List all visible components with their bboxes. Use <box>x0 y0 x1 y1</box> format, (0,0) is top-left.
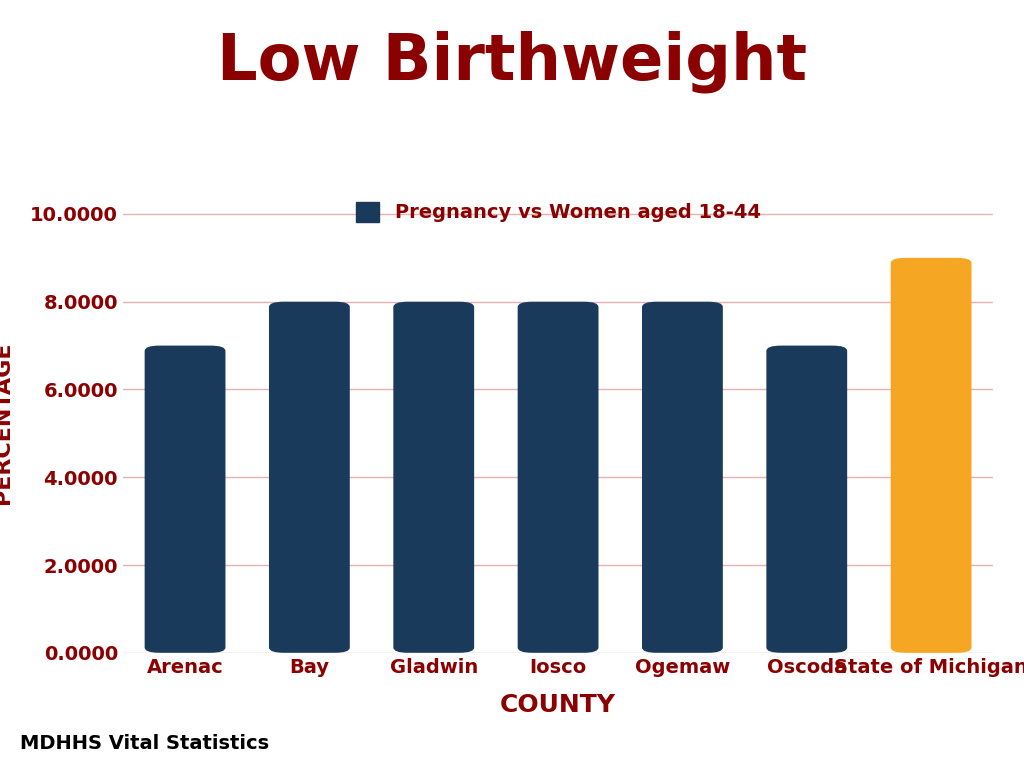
FancyBboxPatch shape <box>766 346 847 653</box>
Text: Low Birthweight: Low Birthweight <box>217 30 807 93</box>
FancyBboxPatch shape <box>518 302 598 653</box>
FancyBboxPatch shape <box>393 302 474 653</box>
FancyBboxPatch shape <box>642 302 723 653</box>
FancyBboxPatch shape <box>269 302 350 653</box>
Y-axis label: PERCENTAGE: PERCENTAGE <box>0 341 13 504</box>
Text: MDHHS Vital Statistics: MDHHS Vital Statistics <box>20 733 269 753</box>
X-axis label: COUNTY: COUNTY <box>500 694 616 717</box>
FancyBboxPatch shape <box>891 258 972 653</box>
Legend: Pregnancy vs Women aged 18-44: Pregnancy vs Women aged 18-44 <box>355 202 761 222</box>
FancyBboxPatch shape <box>144 346 225 653</box>
